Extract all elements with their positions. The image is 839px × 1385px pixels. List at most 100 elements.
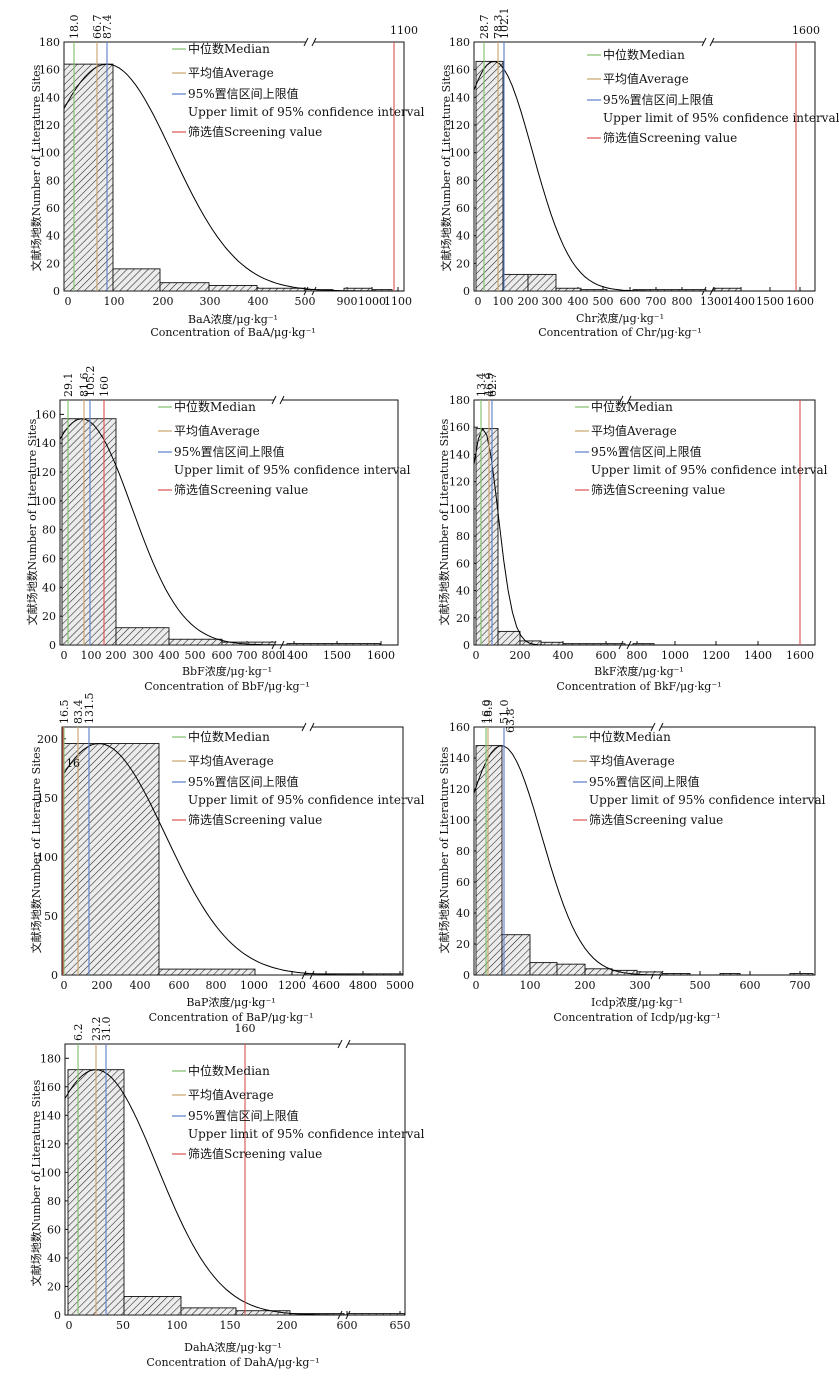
axis-break-mark (301, 722, 307, 732)
y-tick-label: 20 (456, 938, 470, 951)
x-tick-label: 1500 (756, 295, 784, 308)
axis-break-gap (304, 724, 312, 730)
y-tick-label: 140 (449, 448, 470, 461)
x-tick-label: 1400 (280, 649, 308, 662)
axis-break-gap (704, 39, 712, 45)
x-tick-label: 600 (212, 649, 233, 662)
y-tick-label: 120 (39, 119, 60, 132)
x-tick-label: 300 (133, 649, 154, 662)
chart-bkf: 0 20 40 60 80 100 120 140 160 180 0 200 400 600 800 100… (437, 373, 828, 694)
x-tick-label: 1600 (367, 649, 395, 662)
y-tick-label: 180 (40, 1052, 61, 1065)
histogram-bar (584, 968, 613, 976)
screening-value-label: 160 (235, 1022, 256, 1035)
x-tick-label: 150 (220, 1319, 241, 1332)
histogram-bar (527, 273, 557, 292)
y-tick-label: 160 (449, 721, 470, 734)
average-value-label: 66.7 (91, 15, 104, 40)
legend-label: 95%置信区间上限值 (188, 774, 299, 789)
y-tick-label: 20 (47, 1280, 61, 1293)
y-tick-label: 160 (40, 1081, 61, 1094)
legend-label: 中位数Median (188, 1063, 270, 1078)
x-tick-label: 1200 (278, 979, 306, 992)
y-tick-label: 160 (39, 64, 60, 77)
axis-break-mark (301, 970, 307, 980)
y-tick-label: 140 (449, 752, 470, 765)
x-tick-label: 1200 (702, 649, 730, 662)
chart-baa: 0 20 40 60 80 100 120 140 160 180 0 100 200 300 400 500… (29, 15, 425, 340)
y-axis-label: 文献场地数Number of Literature Sites (437, 418, 451, 625)
axis-break-mark (279, 395, 285, 405)
histogram-bar (475, 428, 499, 646)
legend-label: Upper limit of 95% confidence interval (188, 793, 425, 807)
x-tick-label: 50 (116, 1319, 130, 1332)
y-tick-label: 20 (456, 257, 470, 270)
x-tick-label: 400 (159, 649, 180, 662)
y-tick-label: 80 (46, 174, 60, 187)
x-tick-label: 700 (237, 649, 258, 662)
x-axis-label-en: Concentration of Icdp/μg·kg⁻¹ (553, 1011, 720, 1024)
histogram-bar (502, 273, 529, 292)
histogram-bar (235, 1310, 291, 1316)
y-tick-label: 80 (456, 530, 470, 543)
x-axis-label-en: Concentration of BbF/μg·kg⁻¹ (144, 680, 310, 693)
x-tick-label: 200 (277, 1319, 298, 1332)
histogram-bar (497, 630, 521, 646)
legend-label: 中位数Median (589, 729, 671, 744)
x-axis-label-cn: DahA浓度/μg·kg⁻¹ (184, 1340, 282, 1354)
x-tick-label: 200 (575, 979, 596, 992)
y-tick-label: 120 (449, 119, 470, 132)
legend-label: 筛选值Screening value (188, 812, 322, 827)
average-value-label: 78.3 (492, 15, 505, 40)
x-tick-label: 0 (66, 1319, 73, 1332)
y-tick-label: 100 (449, 147, 470, 160)
x-tick-label: 4800 (349, 979, 377, 992)
legend-label: 中位数Median (188, 41, 270, 56)
histogram-bar (221, 641, 276, 646)
legend-label: 筛选值Screening value (589, 812, 723, 827)
x-tick-label: 900 (337, 295, 358, 308)
median-value-label: 29.1 (62, 373, 75, 398)
x-tick-label: 1400 (744, 649, 772, 662)
y-tick-label: 100 (40, 1166, 61, 1179)
x-tick-label: 300 (200, 295, 221, 308)
screening-value-label: 160 (98, 376, 111, 397)
x-tick-label: 300 (542, 295, 563, 308)
x-tick-label: 300 (630, 979, 651, 992)
x-axis-label-en: Concentration of BkF/μg·kg⁻¹ (556, 680, 721, 693)
x-tick-label: 500 (690, 979, 711, 992)
normal-curve (473, 60, 815, 292)
y-tick-label: 180 (449, 36, 470, 49)
x-tick-label: 600 (337, 1319, 358, 1332)
y-tick-label: 80 (42, 524, 56, 537)
average-value-label: 23.2 (90, 1017, 103, 1042)
axis-break-mark (309, 722, 315, 732)
y-tick-label: 140 (449, 91, 470, 104)
legend-label: 95%置信区间上限值 (603, 92, 714, 107)
y-axis-label: 文献场地数Number of Literature Sites (29, 746, 43, 953)
normal-curve (473, 427, 815, 646)
legend-label: 平均值Average (603, 71, 689, 86)
x-tick-label: 1300 (700, 295, 728, 308)
y-axis-label: 文献场地数Number of Literature Sites (29, 1079, 43, 1286)
normal-curve (63, 63, 404, 292)
legend-label: 95%置信区间上限值 (589, 774, 700, 789)
chart-bap: 0 50 100 150 200 0 200 400 600 800 1000 1200 4600 480… (29, 693, 425, 1025)
x-axis-label-en: Concentration of BaP/μg·kg⁻¹ (149, 1011, 314, 1024)
upper-value-label: 51.0 (498, 700, 511, 725)
x-tick-label: 1600 (786, 649, 814, 662)
legend-label: 筛选值Screening value (591, 482, 725, 497)
histogram-bar (180, 1307, 237, 1316)
histogram-bar (115, 627, 170, 646)
x-tick-label: 200 (92, 979, 113, 992)
legend-label: 中位数Median (591, 399, 673, 414)
y-tick-label: 40 (42, 581, 56, 594)
legend-label: Upper limit of 95% confidence interval (188, 105, 425, 119)
legend-label: Upper limit of 95% confidence interval (174, 463, 411, 477)
legend-label: 筛选值Screening value (188, 1146, 322, 1161)
y-tick-label: 0 (53, 285, 60, 298)
histogram-bar (556, 963, 586, 976)
x-tick-label: 200 (518, 295, 539, 308)
x-tick-label: 500 (295, 295, 316, 308)
axis-break-mark (345, 1039, 351, 1049)
